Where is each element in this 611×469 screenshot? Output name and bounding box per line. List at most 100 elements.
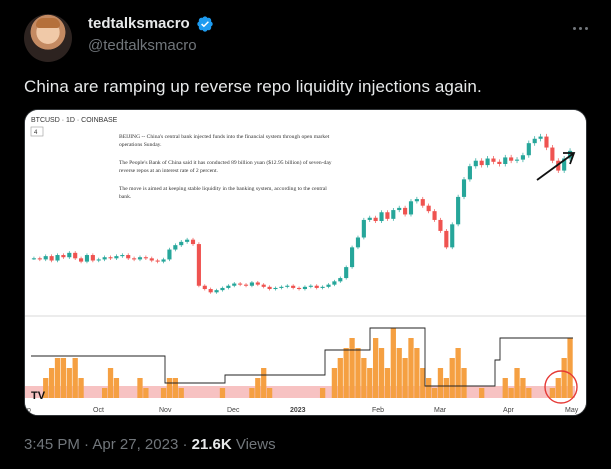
candle (43, 256, 48, 260)
liquidity-bars-layer (43, 328, 573, 398)
candle (73, 252, 78, 259)
candle (120, 255, 125, 257)
candle (332, 281, 337, 285)
candle (49, 256, 54, 261)
candle (520, 155, 525, 160)
news-paragraph-1: BEIJING -- China's central bank injected… (119, 133, 330, 148)
candle (126, 255, 131, 259)
liquidity-bar (72, 358, 78, 398)
liquidity-bar (502, 378, 508, 398)
liquidity-bar (508, 388, 514, 398)
candle (550, 147, 555, 161)
candle (414, 199, 419, 202)
candle (479, 160, 484, 166)
liquidity-band (25, 386, 575, 398)
liquidity-step-line (31, 327, 573, 387)
liquidity-bar (526, 388, 532, 398)
x-axis: p Oct Nov Dec 2023 Feb Mar Apr May (27, 407, 579, 414)
liquidity-bar (137, 378, 143, 398)
candle (285, 285, 290, 287)
tweet-date[interactable]: Apr 27, 2023 (92, 436, 179, 453)
candle (67, 252, 72, 258)
candle (467, 166, 472, 180)
candle (391, 210, 396, 219)
candle (208, 289, 213, 293)
liquidity-bar (455, 348, 461, 398)
candle (485, 158, 490, 166)
news-line: The move is aimed at keeping stable liqu… (119, 186, 327, 192)
candle (232, 283, 237, 286)
candle (526, 143, 531, 156)
candle (403, 207, 408, 215)
liquidity-bar (343, 348, 349, 398)
liquidity-bar (261, 368, 267, 398)
liquidity-bar (337, 358, 343, 398)
candle (314, 285, 319, 288)
more-options-icon[interactable] (568, 20, 592, 36)
candle (61, 255, 66, 258)
candle (255, 282, 260, 285)
candle (350, 247, 355, 268)
liquidity-bar (172, 378, 178, 398)
candle (55, 255, 60, 261)
candle (291, 285, 296, 288)
verified-badge-icon (197, 16, 213, 32)
candle (96, 259, 101, 261)
news-line: bank. (119, 194, 132, 200)
highlight-circle (544, 370, 578, 404)
liquidity-bar (520, 378, 526, 398)
candle (556, 160, 561, 171)
liquidity-bar (555, 378, 561, 398)
candle (509, 157, 514, 161)
views-count[interactable]: 21.6K (191, 436, 232, 453)
liquidity-bar (331, 368, 338, 398)
liquidity-bar (426, 378, 432, 398)
candle (90, 255, 95, 261)
tweet-time[interactable]: 3:45 PM (24, 436, 80, 453)
liquidity-bar (178, 388, 184, 398)
candle (243, 284, 249, 286)
separator: · (182, 436, 188, 453)
liquidity-bar (449, 358, 455, 398)
x-tick-label: 2023 (290, 407, 306, 414)
candle (373, 217, 378, 222)
liquidity-bar (431, 388, 438, 398)
candle (267, 286, 272, 290)
candle (137, 257, 143, 260)
tweet-text: China are ramping up reverse repo liquid… (24, 77, 482, 96)
candle (426, 205, 431, 212)
liquidity-bar (567, 338, 573, 398)
candle (355, 237, 361, 248)
candle (155, 260, 160, 262)
candle (167, 249, 172, 260)
liquidity-bar (378, 348, 385, 398)
liquidity-bar (48, 368, 55, 398)
candle (196, 244, 201, 286)
candle (202, 285, 207, 290)
liquidity-bar (420, 368, 426, 398)
author-display-name[interactable]: tedtalksmacro (88, 15, 190, 32)
candle (514, 159, 520, 161)
candle (450, 224, 455, 248)
liquidity-bar (479, 388, 485, 398)
liquidity-bar (249, 388, 255, 398)
liquidity-bar (319, 388, 326, 398)
candle (37, 258, 42, 260)
candle (491, 158, 496, 162)
candle (161, 259, 166, 262)
tweet-media-chart[interactable]: BTCUSD · 1D · COINBASE 4 BEIJING -- Chin… (24, 109, 587, 416)
liquidity-bar (549, 388, 556, 398)
candle (538, 136, 543, 139)
candle (114, 256, 119, 259)
btc-chart: BTCUSD · 1D · COINBASE 4 BEIJING -- Chin… (25, 110, 586, 415)
indicator-badge: 4 (34, 130, 38, 136)
author-handle[interactable]: @tedtalksmacro (88, 37, 197, 54)
candle (173, 245, 178, 250)
candle (238, 283, 243, 285)
liquidity-bar (437, 368, 444, 398)
liquidity-bar (60, 358, 67, 398)
avatar[interactable] (24, 14, 72, 62)
liquidity-bar (266, 388, 273, 398)
liquidity-bar (443, 378, 449, 398)
liquidity-bar (561, 358, 567, 398)
